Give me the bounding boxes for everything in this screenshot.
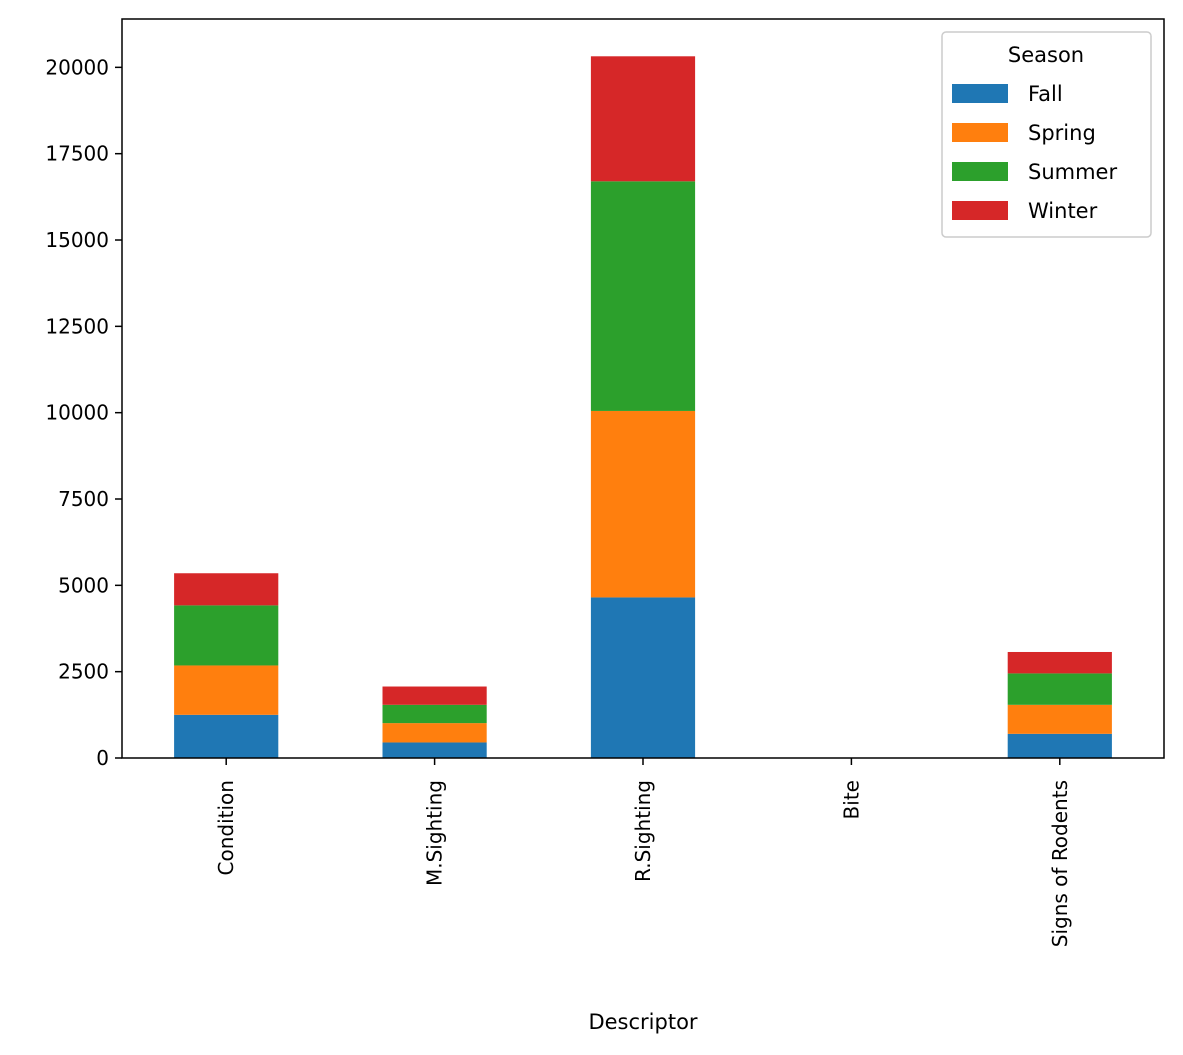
y-tick-label: 0 (96, 746, 109, 770)
legend-box (941, 31, 1152, 238)
y-tick-label: 17500 (45, 142, 109, 166)
bar-summer-m-sighting (382, 704, 487, 724)
legend-title: Season (1008, 43, 1084, 67)
bar-winter-m-sighting (382, 686, 487, 705)
legend-swatch-winter (952, 201, 1008, 220)
x-tick-label: Signs of Rodents (1048, 780, 1072, 947)
y-tick-label: 12500 (45, 314, 109, 338)
bar-spring-r-sighting (590, 410, 696, 598)
x-tick-label: Condition (214, 780, 238, 875)
bar-winter-signs-of-rodents (1007, 651, 1112, 674)
bar-winter-r-sighting (590, 56, 696, 182)
y-tick-label: 20000 (45, 55, 109, 79)
bar-summer-condition (174, 605, 279, 666)
y-tick-label: 7500 (58, 487, 109, 511)
y-tick-label: 15000 (45, 228, 109, 252)
x-tick-label: Bite (839, 780, 863, 819)
bar-winter-condition (174, 573, 279, 606)
bar-summer-signs-of-rodents (1007, 673, 1112, 705)
y-tick-label: 2500 (58, 660, 109, 684)
x-axis: Condition M.Sighting R.Sighting Bite Signs o… (214, 758, 1072, 947)
legend-label-spring: Spring (1028, 121, 1096, 145)
bar-fall-r-sighting (590, 597, 696, 758)
legend-swatch-spring (952, 123, 1008, 142)
bar-spring-signs-of-rodents (1007, 704, 1112, 734)
bars-layer (174, 56, 1112, 758)
x-tick-label: R.Sighting (631, 780, 655, 882)
legend-label-winter: Winter (1028, 199, 1098, 223)
bar-spring-condition (174, 665, 279, 715)
bar-spring-m-sighting (382, 723, 487, 743)
legend-label-fall: Fall (1028, 82, 1063, 106)
y-tick-label: 10000 (45, 401, 109, 425)
legend-label-summer: Summer (1028, 160, 1117, 184)
legend-swatch-summer (952, 162, 1008, 181)
x-tick-label: M.Sighting (423, 780, 447, 886)
y-tick-label: 5000 (58, 573, 109, 597)
x-axis-title: Descriptor (588, 1010, 697, 1034)
bar-fall-m-sighting (382, 742, 487, 758)
legend-swatch-fall (952, 84, 1008, 103)
bar-summer-r-sighting (590, 181, 696, 411)
legend: Season Fall Spring Summer Winter (941, 31, 1152, 238)
y-axis: 0 2500 5000 7500 10000 12500 15000 17500 20000 (45, 55, 122, 770)
bar-fall-signs-of-rodents (1007, 733, 1112, 758)
bar-fall-condition (174, 714, 279, 758)
